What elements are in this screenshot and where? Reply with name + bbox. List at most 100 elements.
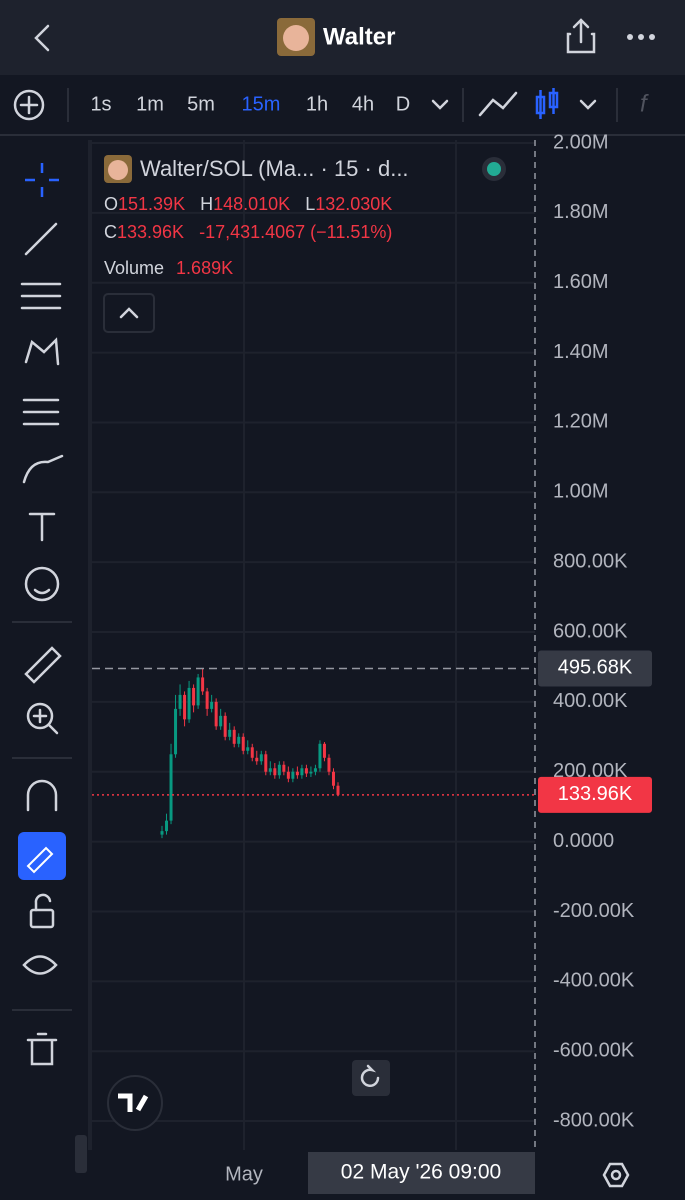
candle-body [228, 729, 232, 737]
candle-body [282, 764, 286, 772]
lock-drawing-tool[interactable] [18, 832, 66, 880]
ruler-tool[interactable] [24, 646, 62, 684]
interval-dropdown[interactable] [431, 99, 449, 110]
candle-body [313, 768, 317, 772]
more-button[interactable] [627, 34, 655, 40]
symbol-icon-face [108, 160, 128, 180]
collapse-icon [119, 307, 139, 319]
x-tick-label: May [225, 1163, 263, 1185]
y-tick-label: 2.00M [553, 131, 609, 153]
text-tool[interactable] [28, 512, 56, 542]
candle-body [336, 785, 340, 795]
share-button[interactable] [566, 18, 596, 54]
interval-button[interactable]: D [396, 93, 410, 115]
candle-body [169, 754, 173, 821]
high-label: H [200, 194, 213, 214]
y-tick-label: -400.00K [553, 970, 635, 992]
candle-body [241, 736, 245, 751]
y-tick-label: 1.40M [553, 341, 609, 363]
candle-body [178, 694, 182, 709]
open-value: 151.39K [118, 194, 185, 214]
sidebar-toggle[interactable] [75, 1135, 87, 1173]
low-label: L [305, 194, 315, 214]
y-tick-label: 1.60M [553, 271, 609, 293]
interval-button[interactable]: 1h [306, 93, 328, 115]
price-label: 133.96K [558, 783, 633, 805]
close-value: 133.96K [117, 222, 184, 242]
y-tick-label: 600.00K [553, 620, 628, 642]
candle-body [165, 820, 169, 832]
candle-body [219, 715, 223, 727]
y-tick-label: 1.20M [553, 411, 609, 433]
fib-tool[interactable] [20, 282, 62, 310]
candle-body [309, 771, 313, 774]
svg-text:C133.96K -17,431.4067 (−: C133.96K -17,431.4067 (−11.51%) [104, 222, 392, 242]
candle-body [237, 736, 241, 744]
reset-button[interactable] [352, 1060, 390, 1096]
indicators-button[interactable]: f [640, 90, 649, 117]
brush-tool[interactable] [22, 454, 64, 484]
price-label: 495.68K [558, 657, 633, 679]
crosshair-tool[interactable] [25, 163, 59, 197]
candle-body [246, 747, 250, 751]
chart-type-dropdown[interactable] [579, 99, 597, 110]
y-tick-label: 1.80M [553, 201, 609, 223]
emoji-tool[interactable] [24, 566, 60, 602]
candle-body [232, 729, 236, 744]
close-label: C [104, 222, 117, 242]
y-tick-label: -200.00K [553, 900, 635, 922]
settings-button[interactable] [602, 1162, 630, 1188]
add-button[interactable] [13, 89, 45, 121]
trend-line-tool[interactable] [24, 222, 58, 256]
volume-label: Volume [104, 258, 164, 278]
interval-button[interactable]: 1s [90, 93, 111, 115]
candle-body [304, 768, 308, 774]
drawing-toolbar [12, 163, 72, 1066]
candle-body [291, 771, 295, 779]
lock-tool[interactable] [29, 893, 55, 929]
candle-body [196, 677, 200, 706]
candle-body [192, 687, 196, 706]
candle-body [201, 677, 205, 692]
low-value: 132.030K [315, 194, 392, 214]
y-tick-label: 400.00K [553, 690, 628, 712]
y-tick-label: 1.00M [553, 481, 609, 503]
candle-body [295, 771, 299, 776]
interval-button[interactable]: 15m [242, 93, 281, 115]
interval-button[interactable]: 1m [136, 93, 164, 115]
candle-body [259, 754, 263, 762]
candle-chart-button[interactable] [535, 88, 559, 119]
delete-tool[interactable] [26, 1032, 58, 1066]
interval-button[interactable]: 4h [352, 93, 374, 115]
zoom-tool[interactable] [26, 702, 59, 735]
tradingview-logo [107, 1075, 163, 1131]
legend: Walter/SOL (Ma... · 15 · d... O151.39K H… [103, 155, 506, 333]
y-tick-label: -600.00K [553, 1039, 635, 1061]
candle-body [187, 687, 191, 720]
status-dot [487, 162, 501, 176]
candle-body [174, 708, 178, 755]
candle-body [205, 691, 209, 709]
projection-tool[interactable] [22, 398, 60, 426]
line-chart-button[interactable] [478, 91, 518, 117]
pattern-tool[interactable] [24, 337, 60, 366]
candle-body [223, 715, 227, 737]
candle-body [327, 757, 331, 772]
visibility-tool[interactable] [22, 955, 58, 975]
candle-body [268, 768, 272, 772]
magnet-tool[interactable] [26, 779, 58, 812]
candle-body [286, 771, 290, 779]
crosshair-time-label: 02 May '26 09:00 [341, 1161, 501, 1184]
candle-body [273, 768, 277, 776]
collapse-button[interactable] [103, 293, 155, 333]
y-tick-label: -800.00K [553, 1109, 635, 1131]
y-tick-label: 200.00K [553, 760, 628, 782]
interval-button[interactable]: 5m [187, 93, 215, 115]
volume-value: 1.689K [176, 258, 233, 278]
chart: 2.00M 1.80M 1.60M 1.40M 1.20M 1.00M 800.00K 600… [92, 131, 652, 1194]
back-button[interactable] [34, 24, 50, 52]
symbol-name: Walter/SOL (Ma... · 15 · d... [140, 156, 409, 181]
price-label-box [538, 776, 652, 813]
candle-body [214, 701, 218, 727]
